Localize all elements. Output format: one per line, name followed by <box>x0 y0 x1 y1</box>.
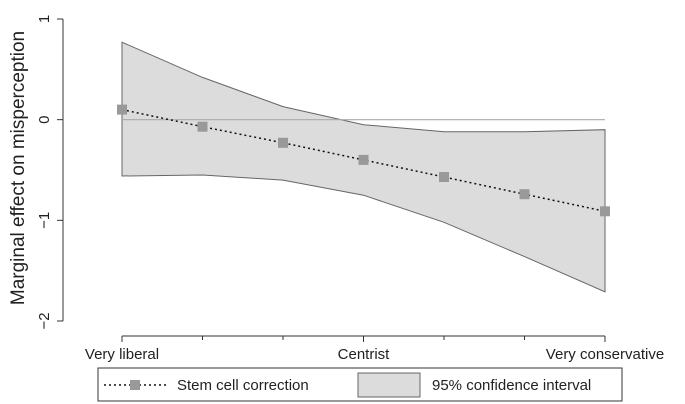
data-point-marker <box>117 104 127 115</box>
legend: Stem cell correction 95% confidence inte… <box>97 367 623 402</box>
data-point-marker <box>600 206 610 217</box>
data-point-marker <box>278 137 288 148</box>
axes-layer: 1 0 −1 −2 Very liberal Centrist Very conservat… <box>36 15 664 363</box>
legend-marker-symbol <box>130 380 140 390</box>
y-tick-label: −1 <box>36 212 53 229</box>
x-tick-label: Very liberal <box>85 346 159 363</box>
data-point-marker <box>519 189 530 200</box>
y-tick-label: 0 <box>36 115 53 123</box>
legend-label-stem-cell-correction: Stem cell correction <box>177 377 309 394</box>
data-point-marker <box>197 121 208 132</box>
legend-label-confidence-interval: 95% confidence interval <box>432 377 591 394</box>
confidence-band <box>121 41 606 293</box>
y-axis-title: Marginal effect on misperception <box>8 31 29 305</box>
series-marker-layer <box>117 104 610 217</box>
x-tick-label: Centrist <box>338 346 391 363</box>
x-tick-label: Very conservative <box>546 346 664 363</box>
legend-ci-swatch <box>357 372 421 398</box>
data-point-marker <box>358 154 369 165</box>
y-tick-label: −2 <box>36 312 53 329</box>
y-tick-label: 1 <box>36 15 53 23</box>
confidence-band-layer <box>121 41 606 293</box>
data-point-marker <box>439 172 449 182</box>
